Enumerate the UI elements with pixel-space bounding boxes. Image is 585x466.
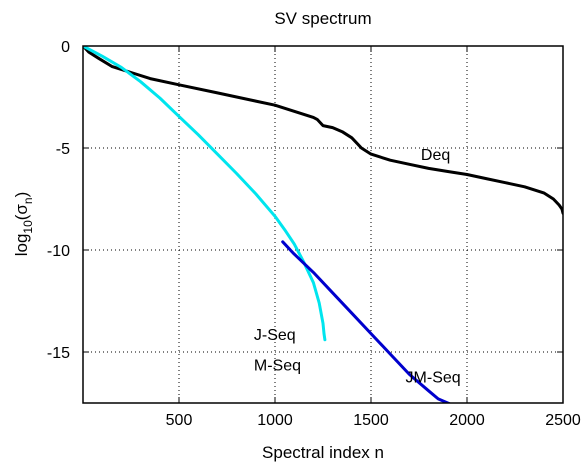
y-label-open: (σ (12, 204, 31, 221)
series-layer (83, 46, 563, 403)
x-tick-label: 500 (166, 412, 193, 429)
y-label-sub1: 10 (21, 220, 35, 234)
y-tick-label: -15 (47, 345, 70, 362)
annotation-j-seq: J-Seq (254, 327, 296, 344)
chart-title: SV spectrum (274, 9, 371, 28)
y-label-sub2: n (21, 197, 35, 204)
annotation-deq: Deq (421, 147, 450, 164)
y-label-base: log (12, 234, 31, 257)
series-line-j-seq (83, 46, 327, 342)
series-line-jm-seq (281, 240, 452, 403)
x-tick-labels: 500 1000 1500 2000 2500 (166, 412, 581, 429)
series-line-deq (83, 46, 563, 215)
grid-lines (83, 46, 563, 403)
x-tick-label: 2500 (545, 412, 581, 429)
series-annotations: Deq J-Seq M-Seq JM-Seq (254, 147, 461, 386)
x-tick-label: 1500 (353, 412, 389, 429)
annotation-m-seq: M-Seq (254, 357, 301, 374)
annotation-jm-seq: JM-Seq (406, 370, 461, 387)
y-tick-labels: 0 -5 -10 -15 (47, 39, 70, 362)
plot-frame (82, 45, 564, 404)
y-label-close: ) (12, 192, 31, 198)
y-axis-label: log10(σn) (12, 192, 35, 257)
x-tick-label: 2000 (449, 412, 485, 429)
x-tick-label: 1000 (257, 412, 293, 429)
y-tick-label: 0 (61, 39, 70, 56)
y-tick-label: -5 (56, 141, 70, 158)
tick-marks (83, 45, 564, 403)
x-axis-label: Spectral index n (262, 443, 384, 462)
y-tick-label: -10 (47, 243, 70, 260)
